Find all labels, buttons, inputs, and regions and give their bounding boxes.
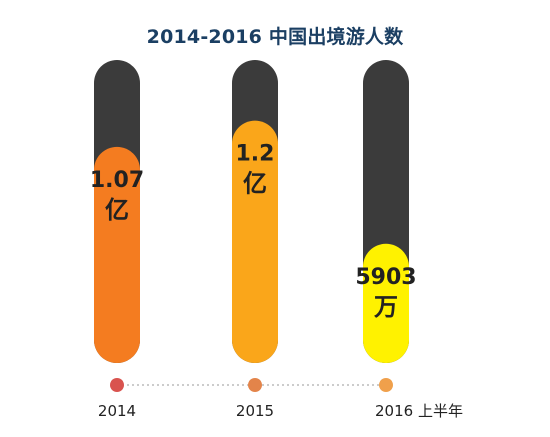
value-unit-0: 亿 bbox=[105, 196, 129, 224]
value-label-0: 1.07 bbox=[90, 168, 144, 193]
category-label-0: 2014 bbox=[98, 402, 136, 420]
timeline-dot-1 bbox=[248, 378, 262, 392]
value-unit-1: 亿 bbox=[243, 170, 267, 198]
category-label-1: 2015 bbox=[236, 402, 274, 420]
value-label-2: 5903 bbox=[355, 265, 416, 290]
category-label-2: 2016 上半年 bbox=[375, 402, 463, 420]
timeline-dot-0 bbox=[110, 378, 124, 392]
value-unit-2: 万 bbox=[374, 293, 398, 321]
timeline-dot-2 bbox=[379, 378, 393, 392]
value-label-1: 1.2 bbox=[236, 142, 275, 167]
